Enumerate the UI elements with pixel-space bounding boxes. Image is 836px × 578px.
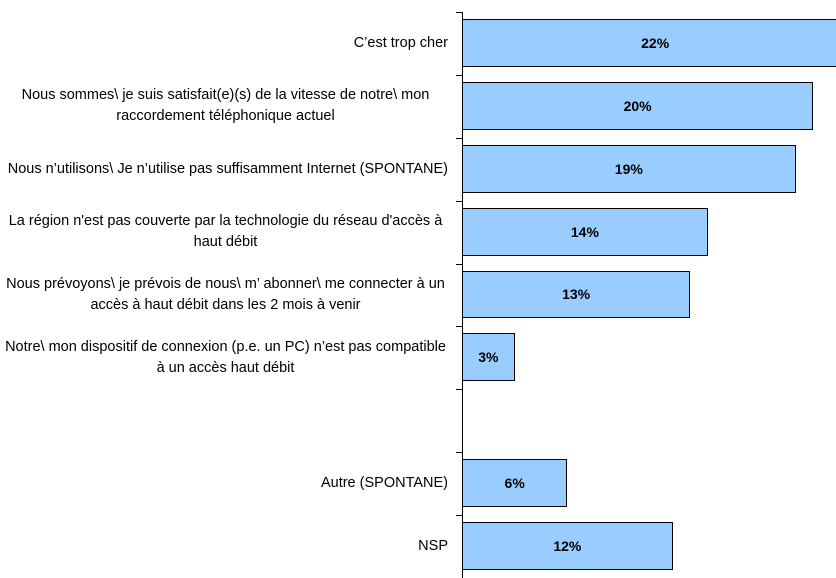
bar: 22%: [462, 19, 836, 67]
category-label: NSP: [3, 515, 448, 578]
bar: 6%: [462, 459, 568, 508]
value-label: 12%: [553, 538, 582, 555]
axis-tick: [456, 452, 462, 454]
category-text: C’est trop cher: [353, 34, 448, 51]
value-label: 20%: [623, 97, 652, 114]
category-label: Nous prévoyons\ je prévois de nous\ m’ a…: [3, 264, 448, 327]
axis-tick: [456, 12, 462, 13]
axis-tick: [456, 74, 462, 76]
value-label: 13%: [562, 286, 591, 303]
value-label: 22%: [641, 34, 670, 51]
value-label: 14%: [570, 223, 599, 240]
category-text: Nous sommes\ je suis satisfait(e)(s) de …: [21, 87, 430, 125]
category-label: Autre (SPONTANE): [3, 452, 448, 515]
category-label: La région n'est pas couverte par la tech…: [3, 201, 448, 264]
bar: 13%: [462, 270, 691, 319]
category-label: Notre\ mon dispositif de connexion (p.e.…: [3, 326, 448, 389]
bar: 20%: [462, 81, 814, 130]
bar: 19%: [462, 144, 796, 193]
bar: 14%: [462, 207, 708, 256]
value-label: 6%: [504, 475, 525, 492]
category-text: NSP: [418, 538, 448, 555]
axis-tick: [456, 515, 462, 517]
category-label: Nous n’utilisons\ Je n’utilise pas suffi…: [3, 138, 448, 201]
axis-tick: [456, 389, 462, 391]
axis-tick: [456, 200, 462, 202]
category-text: Nous n’utilisons\ Je n’utilise pas suffi…: [7, 160, 448, 177]
bar: 3%: [462, 333, 515, 382]
category-text: Autre (SPONTANE): [320, 475, 448, 492]
category-label: C’est trop cher: [3, 12, 448, 75]
value-label: 3%: [478, 349, 499, 366]
category-text: Notre\ mon dispositif de connexion (p.e.…: [5, 338, 446, 376]
category-text: La région n'est pas couverte par la tech…: [8, 213, 443, 251]
category-label: Nous sommes\ je suis satisfait(e)(s) de …: [3, 75, 448, 138]
category-text: Nous prévoyons\ je prévois de nous\ m’ a…: [6, 275, 445, 313]
axis-tick: [456, 137, 462, 139]
bar: 12%: [462, 522, 673, 570]
value-label: 19%: [614, 160, 643, 177]
axis-tick: [456, 326, 462, 328]
axis-tick: [456, 263, 462, 265]
